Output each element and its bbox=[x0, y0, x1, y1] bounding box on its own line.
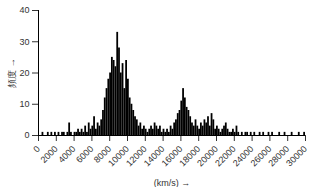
svg-text:22000: 22000 bbox=[213, 143, 238, 169]
svg-text:4000: 4000 bbox=[56, 144, 77, 165]
svg-text:8000: 8000 bbox=[91, 143, 114, 165]
svg-text:14000: 14000 bbox=[141, 143, 167, 169]
svg-text:2000: 2000 bbox=[39, 144, 60, 165]
svg-text:6000: 6000 bbox=[74, 144, 95, 165]
svg-text:20000: 20000 bbox=[195, 143, 220, 169]
svg-text:0: 0 bbox=[24, 130, 29, 140]
svg-text:0: 0 bbox=[31, 144, 42, 155]
svg-text:28000: 28000 bbox=[266, 143, 292, 169]
svg-text:12000: 12000 bbox=[124, 143, 149, 169]
svg-text:頻度 →: 頻度 → bbox=[7, 58, 17, 88]
svg-text:18000: 18000 bbox=[177, 143, 203, 169]
svg-text:20: 20 bbox=[19, 68, 29, 78]
svg-text:26000: 26000 bbox=[248, 143, 274, 169]
svg-text:40: 40 bbox=[19, 5, 29, 15]
svg-text:(km/s) →: (km/s) → bbox=[154, 178, 191, 187]
svg-text:10000: 10000 bbox=[106, 143, 131, 169]
svg-text:30: 30 bbox=[19, 37, 29, 47]
svg-text:10: 10 bbox=[19, 99, 29, 109]
svg-text:16000: 16000 bbox=[159, 143, 185, 169]
svg-text:30000: 30000 bbox=[284, 144, 309, 169]
svg-text:24000: 24000 bbox=[230, 143, 256, 169]
